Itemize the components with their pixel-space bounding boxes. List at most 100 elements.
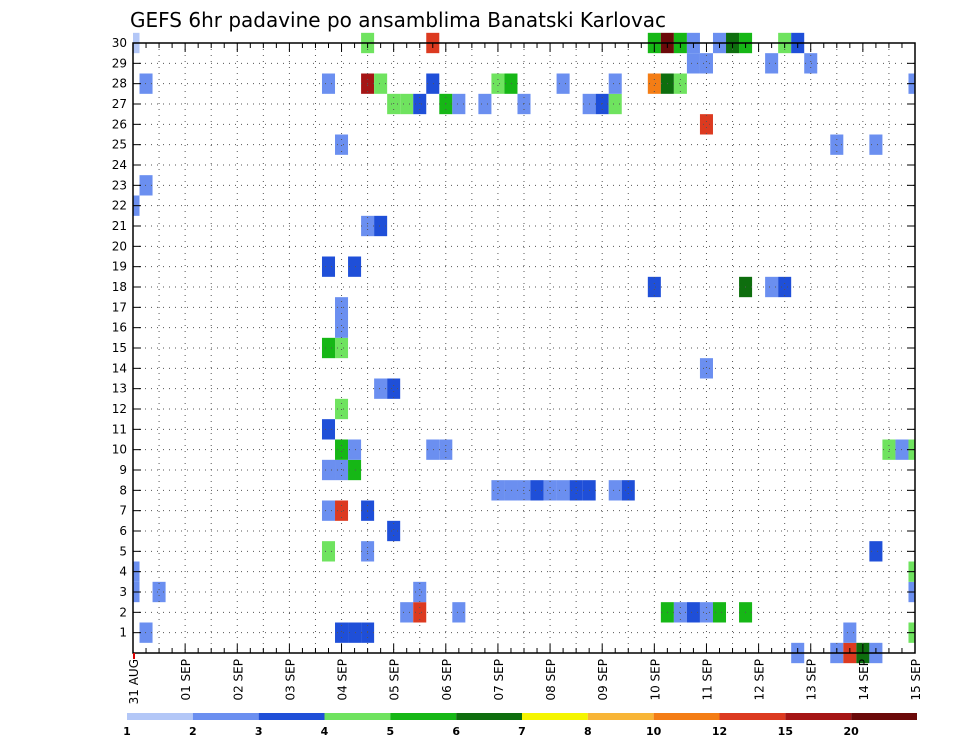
heatmap-cell [699,114,713,135]
heatmap-cell [387,520,401,542]
heatmap-cell [321,459,336,481]
heatmap-cell [673,73,687,94]
y-tick-label: 18 [112,280,127,294]
x-tick-label: 14 SEP [857,659,871,701]
x-tick-label: 15 SEP [909,659,923,701]
heatmap-cell [374,215,388,237]
x-tick-label: 12 SEP [753,659,767,701]
y-tick-label: 23 [112,178,127,192]
y-tick-label: 21 [112,219,127,233]
heatmap-cell [426,439,440,460]
legend-swatch [522,713,588,720]
heatmap-cell [478,93,492,115]
heatmap-cell [804,53,818,74]
y-tick-label: 10 [112,443,127,457]
heatmap-cell [647,73,661,94]
heatmap-cell [778,276,792,298]
legend-label: 10 [646,725,662,738]
legend-swatch [258,713,325,720]
x-tick-label: 13 SEP [805,659,819,701]
legend-label: 1 [123,725,131,738]
legend-label: 12 [712,725,727,738]
heatmap-cell [139,73,153,94]
heatmap-cell [556,73,570,94]
heatmap-cell [335,500,349,521]
legend-label: 7 [518,725,526,738]
heatmap-cell [543,480,557,501]
heatmap-cell [830,134,844,155]
heatmap-cell [413,602,427,623]
heatmap-cell [139,622,153,643]
legend-swatch [785,713,852,720]
legend-swatch [192,713,259,720]
heatmap-cell [335,317,349,338]
heatmap-cell [374,73,388,94]
y-tick-label: 16 [112,321,127,335]
heatmap-cell [139,175,153,196]
x-tick-label: 08 SEP [544,659,558,701]
x-tick-label: 05 SEP [388,659,402,701]
heatmap-cell [882,439,896,460]
legend-label: 6 [452,725,460,738]
heatmap-cell [335,134,349,155]
axes: 1234567891011121314151617181920212223242… [112,36,923,704]
heatmap-cell [426,73,440,94]
heatmap-cell [608,480,622,501]
heatmap-cell [712,602,727,623]
heatmap-cell [530,480,544,501]
x-tick-label: 01 SEP [179,659,193,701]
heatmap-cell [869,134,883,155]
x-tick-label: 02 SEP [231,659,245,701]
heatmap-cell [400,602,414,623]
heatmap-cell [699,53,713,74]
legend-label: 3 [255,725,263,738]
heatmap-cell [843,622,857,643]
x-tick-label: 07 SEP [492,659,506,701]
heatmap-cell [686,53,700,74]
heatmap-cell [556,480,570,501]
y-tick-label: 14 [112,361,127,375]
heatmap-cell [348,622,362,643]
heatmap-cell [452,93,466,115]
y-tick-label: 1 [119,626,127,640]
y-tick-label: 6 [119,524,127,538]
legend-swatch [587,713,654,720]
heatmap-cells [133,32,915,664]
heatmap-cell [335,622,349,643]
y-tick-label: 20 [112,239,127,253]
x-tick-label: 09 SEP [596,659,610,701]
heatmap-cell [504,480,518,501]
heatmap-cell [321,500,336,521]
x-tick-label: 04 SEP [336,659,350,701]
y-tick-label: 29 [112,56,127,70]
heatmap-cell [335,439,349,460]
heatmap-cell [765,276,779,298]
legend-swatch [851,713,917,720]
y-tick-label: 3 [119,585,127,599]
grid-lines [133,43,915,653]
heatmap-cell [400,93,414,115]
heatmap-cell [491,480,505,501]
heatmap-cell [686,602,700,623]
heatmap-cell [699,602,713,623]
heatmap-cell [608,73,622,94]
y-tick-label: 9 [119,463,127,477]
y-tick-label: 5 [119,544,127,558]
legend-label: 4 [321,725,329,738]
heatmap-cell [321,419,336,440]
heatmap-cell [387,378,401,399]
heatmap-cell [321,541,336,562]
heatmap-cell [699,358,713,379]
heatmap-cell [348,439,362,460]
heatmap-cell [335,337,349,359]
x-tick-label: 31 AUG [127,659,141,704]
legend-label: 5 [387,725,395,738]
x-tick-label: 03 SEP [283,659,297,701]
legend-swatch [324,713,391,720]
legend: 1 2 3 4 5 6 7 8 10 12 15 20 [123,713,917,738]
y-tick-label: 24 [112,158,127,172]
y-tick-label: 4 [119,565,127,579]
legend-swatch [390,713,457,720]
x-tick-label: 10 SEP [648,659,662,701]
